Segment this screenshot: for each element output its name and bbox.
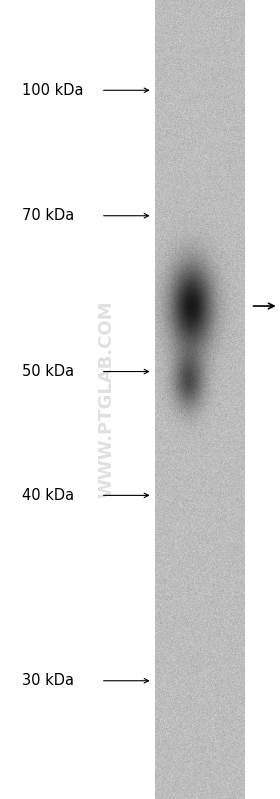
Text: 40 kDa: 40 kDa: [22, 488, 74, 503]
Text: WWW.PTGLAB.COM: WWW.PTGLAB.COM: [97, 300, 115, 499]
Text: 30 kDa: 30 kDa: [22, 674, 74, 688]
Text: 100 kDa: 100 kDa: [22, 83, 84, 97]
Text: 70 kDa: 70 kDa: [22, 209, 75, 223]
Text: 50 kDa: 50 kDa: [22, 364, 74, 379]
